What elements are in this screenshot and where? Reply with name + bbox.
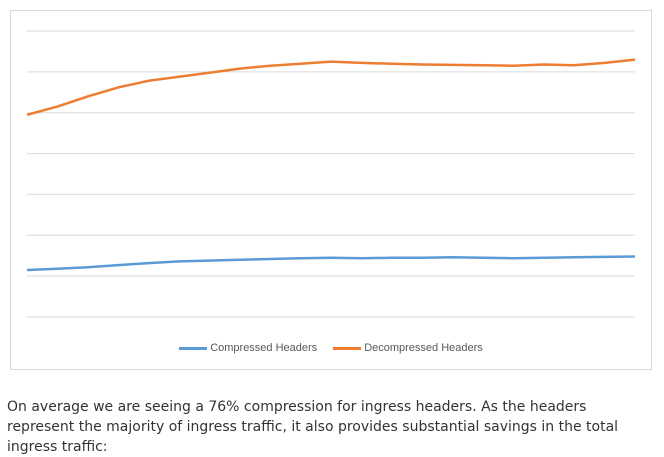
legend-item-compressed: Compressed Headers (179, 342, 317, 354)
gridlines (27, 30, 635, 318)
legend-label-compressed: Compressed Headers (210, 342, 318, 354)
series-line-compressed (26, 255, 636, 272)
legend-label-decompressed: Decompressed Headers (364, 342, 483, 354)
caption-paragraph: On average we are seeing a 76% compressi… (7, 399, 619, 455)
legend-swatch-compressed (179, 346, 208, 350)
line-chart (26, 30, 636, 318)
chart-frame: Compressed Headers Decompressed Headers (10, 10, 652, 370)
series-line-decompressed (26, 58, 636, 117)
legend-item-decompressed: Decompressed Headers (333, 342, 483, 354)
legend: Compressed Headers Decompressed Headers (11, 342, 651, 354)
series-lines (26, 58, 636, 272)
legend-swatch-decompressed (333, 346, 362, 350)
